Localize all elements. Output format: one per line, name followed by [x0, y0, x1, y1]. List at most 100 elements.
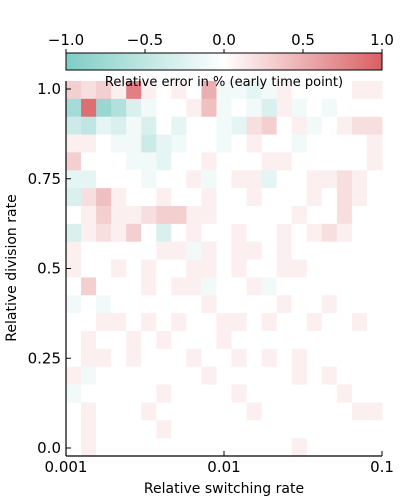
- heatmap-cell: [291, 98, 308, 118]
- heatmap-cell: [291, 188, 308, 207]
- heatmap-cell: [246, 188, 263, 207]
- heatmap-cell: [111, 152, 127, 171]
- heatmap-cell: [156, 366, 172, 385]
- heatmap-cell: [96, 348, 112, 368]
- heatmap-cell: [231, 98, 247, 118]
- heatmap-cell: [246, 206, 263, 225]
- heatmap-cell: [306, 223, 323, 243]
- heatmap-cell: [276, 241, 293, 260]
- heatmap-cell: [81, 384, 97, 403]
- heatmap-cell: [141, 295, 157, 314]
- heatmap-cell: [186, 259, 202, 278]
- heatmap-cell: [186, 348, 202, 368]
- heatmap-cell: [156, 241, 172, 260]
- heatmap-cell: [366, 188, 383, 207]
- heatmap-cell: [171, 420, 187, 439]
- heatmap-cell: [201, 134, 217, 153]
- heatmap-cell: [201, 277, 217, 296]
- heatmap-cell: [246, 384, 263, 403]
- heatmap-cell: [66, 331, 82, 350]
- heatmap-cell: [366, 223, 383, 243]
- heatmap-cell: [366, 402, 383, 421]
- heatmap-cell: [201, 223, 217, 243]
- heatmap-cell: [246, 170, 263, 189]
- heatmap-cell: [291, 223, 308, 243]
- heatmap-cell: [231, 206, 247, 225]
- heatmap-cell: [156, 98, 172, 118]
- heatmap-cell: [366, 116, 383, 135]
- heatmap-cell: [126, 259, 142, 278]
- heatmap-cell: [261, 81, 278, 100]
- heatmap-cell: [366, 313, 383, 332]
- heatmap-cell: [156, 384, 172, 403]
- heatmap-cell: [141, 170, 157, 189]
- heatmap-cell: [291, 420, 308, 439]
- heatmap-cell: [201, 206, 217, 225]
- y-tick-label: 0.0: [37, 439, 61, 457]
- heatmap-cell: [291, 116, 308, 135]
- heatmap-cell: [111, 348, 127, 368]
- heatmap-cell: [156, 402, 172, 421]
- heatmap-cell: [111, 295, 127, 314]
- heatmap-cell: [141, 366, 157, 385]
- heatmap-cell: [156, 348, 172, 368]
- heatmap-cell: [201, 402, 217, 421]
- heatmap-cell: [306, 438, 323, 457]
- heatmap-cell: [156, 295, 172, 314]
- heatmap-cell: [306, 313, 323, 332]
- heatmap-cell: [291, 206, 308, 225]
- chart-title: Relative error in % (early time point): [105, 75, 343, 90]
- heatmap-cell: [186, 170, 202, 189]
- heatmap-cell: [81, 188, 97, 207]
- heatmap-cell: [96, 295, 112, 314]
- heatmap-cell: [171, 223, 187, 243]
- heatmap-cell: [201, 366, 217, 385]
- heatmap-cell: [111, 170, 127, 189]
- heatmap-cell: [261, 152, 278, 171]
- heatmap-cell: [366, 277, 383, 296]
- heatmap-cell: [276, 402, 293, 421]
- heatmap-cell: [216, 152, 232, 171]
- heatmap-cell: [81, 81, 97, 100]
- heatmap-cell: [246, 420, 263, 439]
- heatmap-cell: [246, 402, 263, 421]
- heatmap-cell: [66, 366, 82, 385]
- heatmap-cell: [321, 420, 338, 439]
- heatmap-cell: [216, 116, 232, 135]
- heatmap-cell: [186, 206, 202, 225]
- heatmap-cell: [141, 420, 157, 439]
- heatmap-cell: [246, 348, 263, 368]
- heatmap-cell: [126, 313, 142, 332]
- heatmap-cell: [291, 384, 308, 403]
- heatmap-cell: [186, 402, 202, 421]
- heatmap-cell: [336, 170, 353, 189]
- heatmap-cell: [276, 420, 293, 439]
- heatmap-cell: [231, 295, 247, 314]
- heatmap-cell: [351, 348, 368, 368]
- heatmap-cell: [366, 420, 383, 439]
- heatmap-cell: [126, 384, 142, 403]
- heatmap-cell: [291, 241, 308, 260]
- heatmap-cell: [216, 81, 232, 100]
- heatmap-cell: [126, 366, 142, 385]
- heatmap-cell: [186, 81, 202, 100]
- heatmap-cell: [291, 81, 308, 100]
- heatmap-cell: [111, 81, 127, 100]
- heatmap-cell: [186, 116, 202, 135]
- heatmap-cell: [141, 116, 157, 135]
- heatmap-cell: [126, 81, 142, 100]
- heatmap-cell: [321, 81, 338, 100]
- heatmap-cell: [96, 331, 112, 350]
- heatmap-cell: [216, 295, 232, 314]
- heatmap-cell: [141, 438, 157, 457]
- heatmap-cell: [231, 81, 247, 100]
- heatmap-cell: [261, 277, 278, 296]
- heatmap-cell: [141, 402, 157, 421]
- heatmap-cell: [126, 402, 142, 421]
- heatmap-cell: [141, 348, 157, 368]
- heatmap-cell: [126, 134, 142, 153]
- heatmap-cell: [291, 259, 308, 278]
- heatmap-cell: [126, 331, 142, 350]
- heatmap-cell: [366, 81, 383, 100]
